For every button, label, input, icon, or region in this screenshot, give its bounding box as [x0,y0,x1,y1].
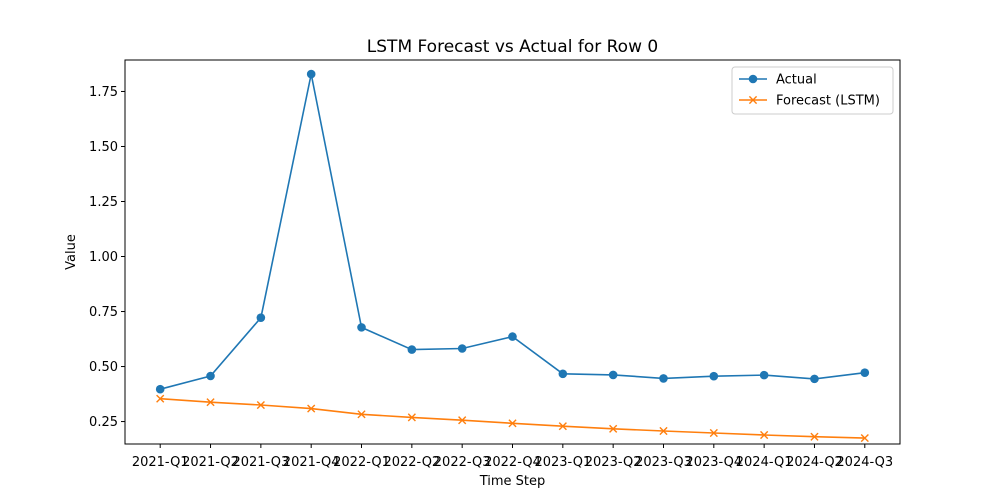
data-point [155,384,165,394]
data-point [306,69,316,79]
x-axis-label: Time Step [479,474,546,489]
plot-frame [124,59,901,445]
x-axis: 2021-Q12021-Q22021-Q32021-Q42022-Q12022-… [132,444,893,470]
data-point [810,374,819,384]
legend-marker [748,74,758,84]
data-point [206,398,215,407]
x-tick-label: 2021-Q1 [132,455,189,470]
data-point [508,419,517,428]
x-tick-label: 2024-Q3 [836,455,893,470]
data-point [609,424,618,433]
x-tick-label: 2023-Q3 [635,455,692,470]
data-point [760,430,769,440]
legend-label: Forecast (LSTM) [776,94,880,109]
data-point [256,313,266,322]
legend-entry: Actual [739,73,817,88]
data-point [558,422,567,431]
legend-marker [748,95,758,105]
y-tick-label: 1.75 [89,85,118,100]
legend-entry: Forecast (LSTM) [739,94,880,109]
legend: Actual Forecast (LSTM) [731,66,894,115]
x-tick-label: 2022-Q1 [333,455,390,470]
data-point [860,368,870,378]
x-tick-label: 2023-Q2 [585,455,642,470]
x-tick-label: 2021-Q2 [182,455,239,470]
data-point [357,323,366,332]
data-point [307,404,316,413]
y-tick-label: 1.25 [89,195,118,210]
x-tick-label: 2023-Q1 [534,455,591,470]
series-line-1 [160,397,865,439]
y-tick-label: 1.00 [89,250,118,265]
legend-label: Actual [776,73,817,88]
data-point [810,432,819,441]
data-point [759,370,769,380]
x-tick-label: 2021-Q3 [232,455,289,470]
plot-series [155,69,870,443]
data-point [508,332,517,341]
data-point [458,416,467,425]
y-tick-label: 1.50 [89,140,118,155]
data-point [256,400,265,410]
data-point [659,426,668,436]
y-tick-label: 0.25 [89,415,118,430]
series-line-0 [159,73,865,390]
x-tick-label: 2022-Q4 [484,455,541,470]
data-point [206,371,215,381]
data-point [709,428,718,438]
x-tick-label: 2023-Q4 [685,455,742,470]
x-tick-label: 2024-Q1 [736,455,793,470]
data-point [156,394,165,403]
data-point [860,433,869,443]
data-point [407,413,416,422]
data-point [357,410,366,419]
data-point [558,369,568,379]
x-tick-label: 2022-Q2 [383,455,440,470]
y-axis-label: Value [64,234,79,270]
data-point [407,345,417,354]
y-tick-label: 0.75 [89,305,118,320]
x-tick-label: 2021-Q4 [283,455,340,470]
y-tick-label: 0.50 [89,360,118,375]
x-tick-label: 2024-Q2 [786,455,843,470]
legend-box [731,66,894,115]
y-axis: 0.25 0.50 0.75 1.00 1.25 1.50 1.75 [89,85,125,430]
data-point [659,374,668,383]
data-point [457,344,467,353]
chart-title: LSTM Forecast vs Actual for Row 0 [367,37,658,57]
data-point [709,371,719,381]
x-tick-label: 2022-Q3 [434,455,491,470]
data-point [608,370,618,380]
